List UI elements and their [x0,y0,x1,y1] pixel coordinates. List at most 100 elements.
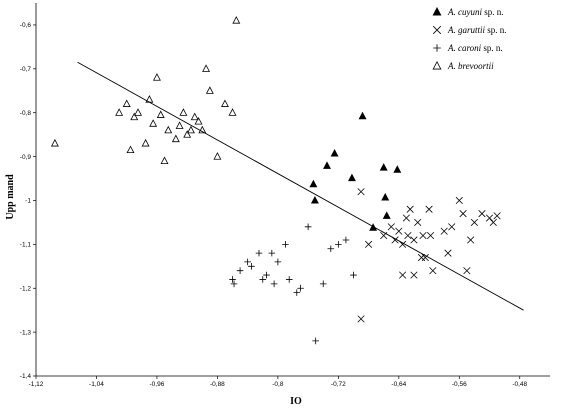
point-caroni [319,280,327,288]
point-brevoortii [145,95,154,103]
point-cuyuni [382,211,391,219]
legend-label: A. cuyuni sp. n. [447,7,504,17]
point-cuyuni [330,149,339,157]
point-caroni [236,267,244,274]
point-brevoortii [190,112,199,121]
legend-marker-brevoortii [432,60,442,70]
y-tick-label: -0,6 [20,22,32,29]
point-caroni [230,280,238,288]
y-tick-label: -0,8 [20,110,32,117]
point-brevoortii [175,121,184,129]
point-brevoortii [213,152,222,160]
legend-item-caroni: A. caroni sp. n. [433,43,503,53]
legend-marker-cuyuni [432,6,442,16]
legend-species-name: A. brevoortii [447,61,494,71]
point-cuyuni [309,179,318,188]
point-caroni [335,241,342,248]
point-garuttii [470,218,478,226]
series-cuyuni [309,111,402,231]
point-caroni [255,249,263,257]
point-brevoortii [194,116,203,125]
x-tick-label: -0,48 [512,381,527,388]
point-cuyuni [393,165,402,173]
data-points [50,16,501,345]
point-garuttii [410,271,418,279]
point-garuttii [485,214,494,222]
x-tick-label: -0,72 [331,381,346,388]
point-brevoortii [126,145,135,154]
legend-label: A. garuttii sp. n. [447,25,507,35]
point-brevoortii [198,125,207,134]
legend-species-name: A. garuttii [447,25,486,35]
point-brevoortii [232,16,241,24]
point-cuyuni [347,173,356,182]
point-garuttii [410,236,418,244]
y-tick-label: -0,7 [20,66,32,73]
point-garuttii [414,218,422,226]
point-caroni [297,284,304,292]
y-tick-label: -1 [25,198,31,205]
point-cuyuni [310,195,319,204]
point-brevoortii [152,73,161,81]
axes: -1,12 -1,04 -0,96 -0,88 -0,8 -0,72 -0,64 -0,56 -… [20,3,550,388]
legend-species-suffix: sp. n. [485,25,507,35]
point-brevoortii [205,86,214,94]
legend-item-cuyuni: A. cuyuni sp. n. [432,6,504,17]
point-garuttii [391,236,399,244]
y-axis-label: Upp mand [5,174,16,220]
legend-item-brevoortii: A. brevoortii [432,60,494,71]
point-caroni [304,223,312,231]
point-brevoortii [160,156,169,165]
point-garuttii [395,227,403,235]
point-cuyuni [369,223,378,231]
point-garuttii [493,212,501,220]
x-tick-label: -1,04 [89,381,104,388]
point-brevoortii [149,119,158,127]
legend-species-suffix: sp. n. [481,43,503,53]
point-garuttii [421,253,429,262]
legend-marker-garuttii [432,25,442,35]
legend-item-garuttii: A. garuttii sp. n. [432,25,507,35]
point-garuttii [406,205,414,213]
regression-line [77,61,524,311]
point-garuttii [402,214,410,222]
point-garuttii [419,231,427,240]
point-caroni [282,241,289,248]
point-brevoortii [228,108,237,116]
point-cuyuni [381,192,390,201]
point-garuttii [387,223,395,231]
x-tick-label: -0,8 [272,381,284,388]
legend: A. cuyuni sp. n.A. garuttii sp. n.A. car… [432,6,507,71]
point-garuttii [399,240,407,248]
point-brevoortii [130,112,139,121]
point-garuttii [404,231,412,240]
x-tick-label: -0,56 [452,381,467,388]
regression-line-group [77,61,524,311]
series-brevoortii [50,16,241,165]
point-garuttii [467,236,475,244]
point-caroni [327,245,335,253]
point-garuttii [357,315,365,323]
point-caroni [270,280,278,288]
point-brevoortii [183,130,192,138]
legend-species-name: A. caroni [447,43,482,53]
point-caroni [248,262,255,270]
point-caroni [285,276,293,283]
legend-species-suffix: sp. n. [482,7,504,17]
x-tick-label: -1,12 [29,381,44,388]
point-garuttii [463,267,471,275]
point-caroni [312,337,319,345]
point-garuttii [448,223,456,231]
point-garuttii [440,227,448,235]
point-garuttii [425,205,433,213]
point-caroni [259,276,267,283]
point-brevoortii [186,125,195,134]
point-brevoortii [221,99,229,107]
point-caroni [293,289,301,296]
point-cuyuni [323,161,331,169]
y-tick-label: -0,9 [20,154,32,161]
point-brevoortii [202,64,211,72]
x-tick-label: -0,88 [210,381,225,388]
point-caroni [229,276,236,283]
